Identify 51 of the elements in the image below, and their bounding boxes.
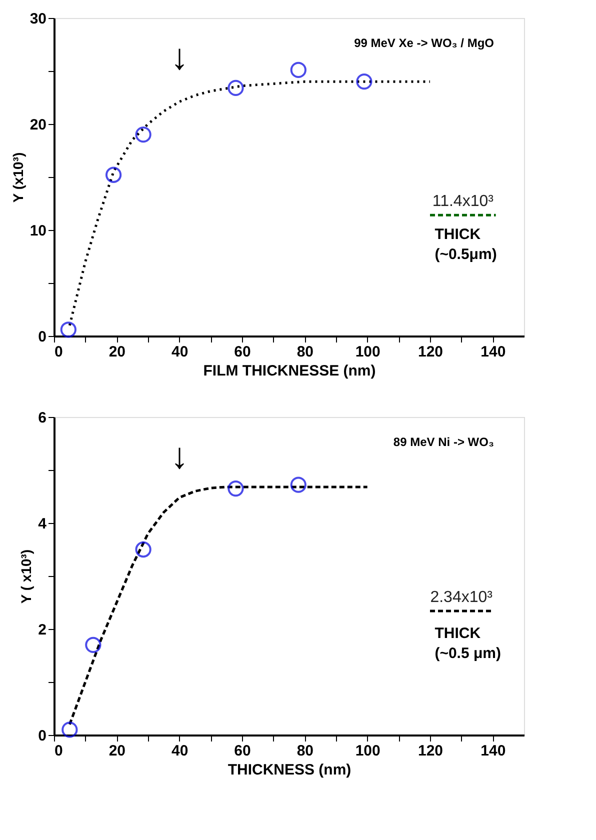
- y-axis-title: Y ( x10³): [18, 549, 34, 604]
- x-axis-title: FILM THICKNESSE (nm): [203, 362, 376, 380]
- y-tick-label: 0: [38, 328, 46, 346]
- annotation: THICK: [434, 226, 481, 244]
- annotation: (~0.5μm): [434, 246, 497, 264]
- point: [290, 476, 306, 493]
- x-tick-label: 120: [418, 344, 444, 360]
- point: [228, 80, 244, 96]
- x-tick-label: 20: [108, 742, 126, 760]
- x-tick-label: 40: [171, 344, 188, 360]
- annotation: ↓: [170, 36, 188, 77]
- point: [85, 636, 102, 653]
- x-tick-label: 60: [234, 344, 251, 360]
- x-tick-label: 60: [234, 742, 251, 760]
- y-tick-label: 30: [30, 10, 46, 28]
- annotation: ↓: [170, 435, 188, 476]
- y-tick-label: 10: [30, 222, 46, 240]
- y-axis-title: Y (x10³): [10, 152, 26, 203]
- point: [228, 480, 244, 497]
- y-tick-label: 4: [38, 516, 48, 532]
- line-series: [68, 80, 432, 327]
- y-tick-label: 0: [38, 728, 46, 744]
- x-axis-title: THICKNESS (nm): [228, 762, 352, 778]
- annotation: THICK: [434, 625, 481, 642]
- point: [135, 541, 152, 558]
- y-tick-label: 2: [38, 622, 46, 638]
- annotation: (~0.5 μm): [434, 645, 501, 662]
- point: [356, 74, 372, 90]
- annotation: 89 MeV Ni -> WO₃: [393, 435, 494, 449]
- point: [105, 166, 122, 183]
- point: [62, 722, 78, 738]
- x-tick-label: 20: [108, 344, 126, 360]
- point: [60, 322, 76, 338]
- x-tick-label: 140: [480, 742, 506, 760]
- x-tick-label: 80: [296, 344, 314, 360]
- x-tick-label: 0: [54, 344, 63, 360]
- x-tick-label: 100: [355, 344, 380, 360]
- point: [135, 126, 152, 143]
- x-tick-label: 80: [296, 742, 314, 760]
- series-label: 2.34x10³: [430, 588, 494, 606]
- line-series: [68, 486, 369, 726]
- x-tick-label: 40: [171, 742, 188, 760]
- series-label: 11.4x10³: [432, 193, 494, 210]
- x-tick-label: 100: [355, 742, 380, 760]
- x-tick-label: 140: [480, 344, 506, 360]
- x-tick-label: 0: [54, 742, 63, 760]
- point: [290, 62, 306, 78]
- y-tick-label: 20: [30, 116, 46, 134]
- annotation: 99 MeV Xe -> WO₃ / MgO: [354, 36, 494, 50]
- x-tick-label: 120: [418, 742, 444, 760]
- y-tick-label: 6: [38, 410, 46, 426]
